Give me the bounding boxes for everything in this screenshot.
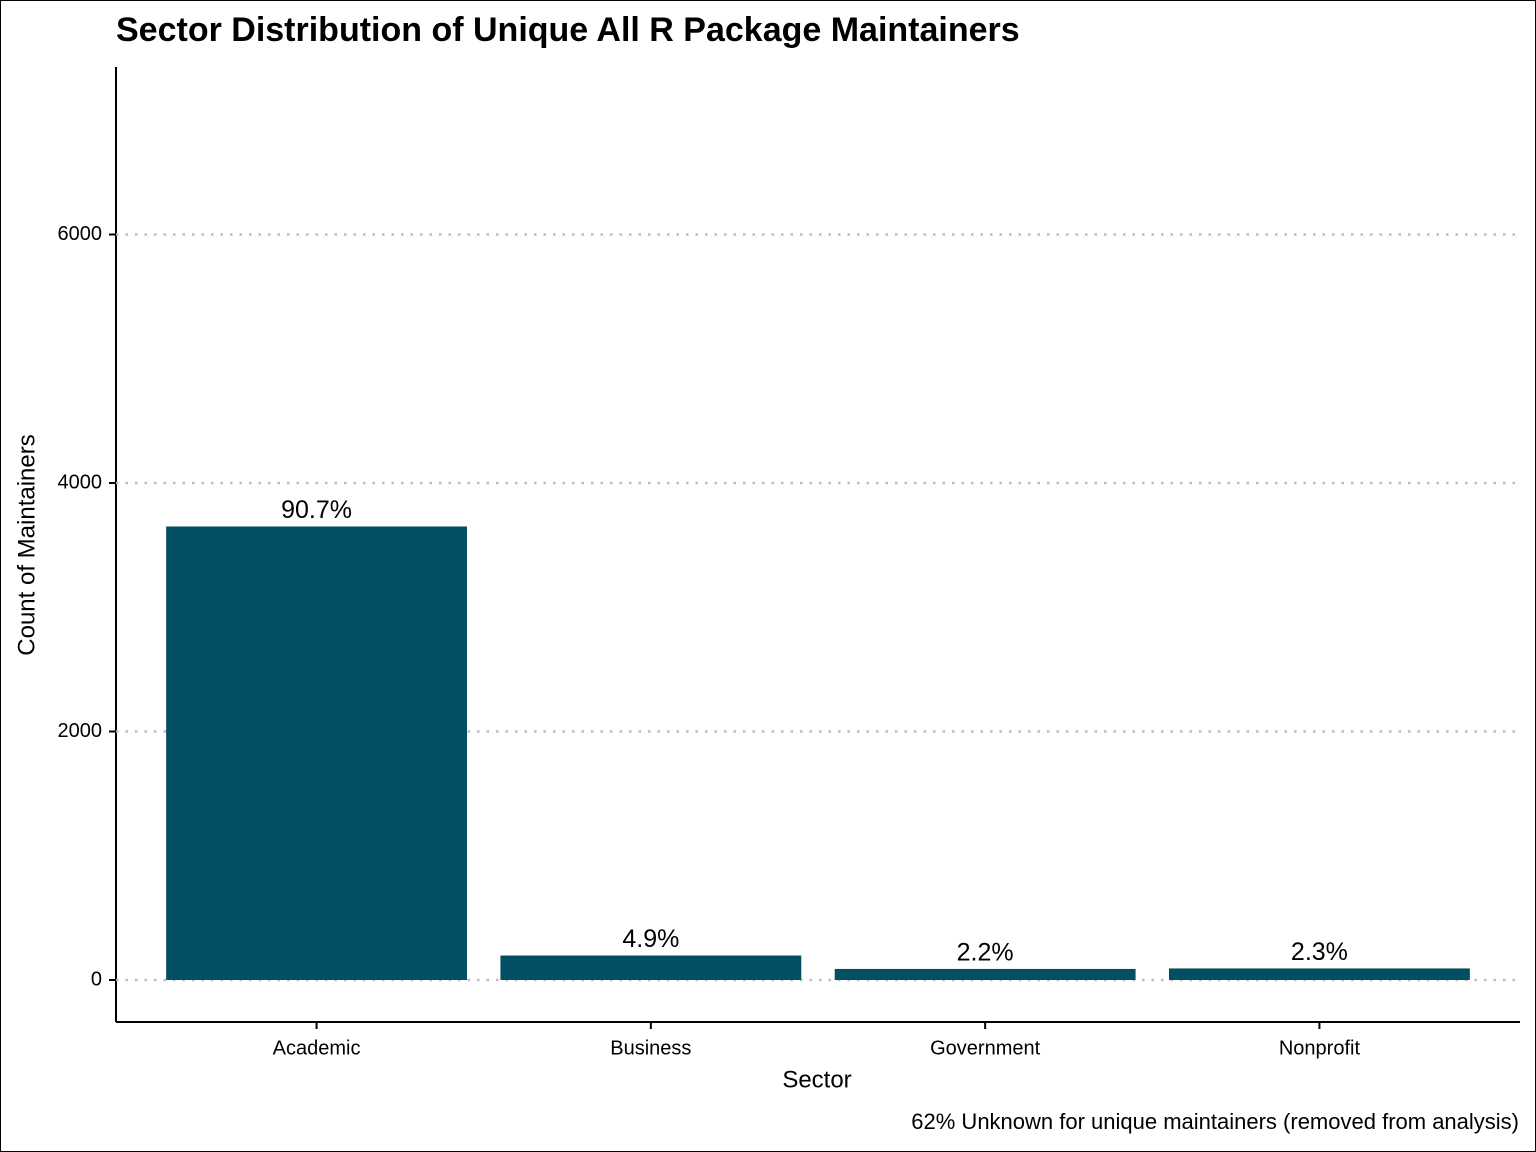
x-tick-label: Academic xyxy=(273,1037,361,1059)
chart-title: Sector Distribution of Unique All R Pack… xyxy=(116,11,1020,49)
y-tick-label: 6000 xyxy=(58,223,103,245)
bar-label: 2.2% xyxy=(957,939,1014,967)
bar-label: 2.3% xyxy=(1291,938,1348,966)
bar xyxy=(166,526,467,981)
y-tick-label: 2000 xyxy=(58,720,103,742)
bar xyxy=(500,955,802,981)
y-axis-title: Count of Maintainers xyxy=(13,434,40,655)
bar xyxy=(1169,968,1470,981)
y-tick-label: 0 xyxy=(91,968,102,990)
x-tick-label: Nonprofit xyxy=(1279,1037,1361,1059)
x-tick-label: Business xyxy=(610,1037,691,1059)
bar xyxy=(834,968,1136,981)
bar-label: 90.7% xyxy=(281,496,352,524)
bar-label: 4.9% xyxy=(622,925,679,953)
x-tick-label: Government xyxy=(930,1037,1040,1059)
y-tick-label: 4000 xyxy=(58,471,103,493)
x-axis-title: Sector xyxy=(782,1066,851,1093)
caption: 62% Unknown for unique maintainers (remo… xyxy=(911,1109,1519,1134)
